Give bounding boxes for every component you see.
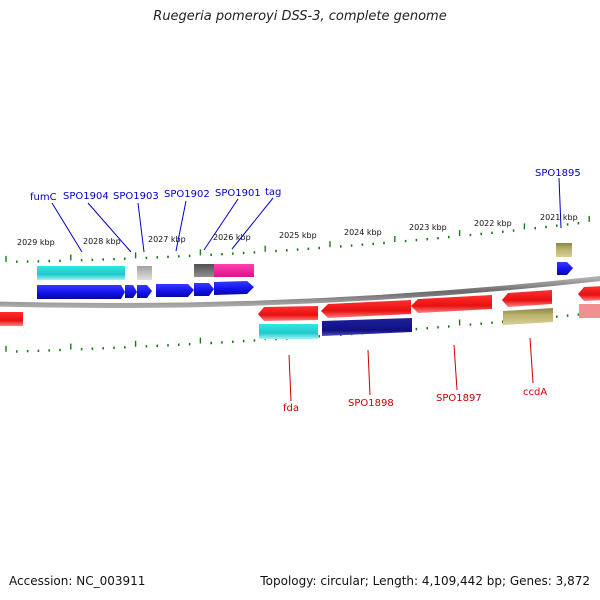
genome-backbone bbox=[0, 276, 600, 309]
svg-text:SPO1902: SPO1902 bbox=[164, 189, 210, 200]
gene-label-tag[interactable]: tag bbox=[231, 187, 281, 250]
kbp-label: 2028 kbp bbox=[83, 237, 121, 246]
gene-label-SPO1904[interactable]: SPO1904 bbox=[63, 191, 132, 253]
svg-text:SPO1898: SPO1898 bbox=[348, 398, 394, 409]
svg-text:SPO1901: SPO1901 bbox=[215, 188, 261, 199]
map-title: Ruegeria pomeroyi DSS-3, complete genome bbox=[153, 9, 447, 24]
gene-block-cyan[interactable] bbox=[259, 324, 318, 339]
gene-label-SPO1898[interactable]: SPO1898 bbox=[348, 349, 394, 409]
kbp-label: 2026 kbp bbox=[213, 233, 251, 242]
svg-text:SPO1897: SPO1897 bbox=[436, 393, 482, 404]
gene-label-fda[interactable]: fda bbox=[283, 354, 299, 414]
gene-label-SPO1901[interactable]: SPO1901 bbox=[203, 188, 261, 251]
svg-text:fumC: fumC bbox=[30, 192, 57, 203]
cds-arrow-forward[interactable] bbox=[214, 281, 254, 295]
kbp-label: 2022 kbp bbox=[474, 219, 512, 228]
cds-arrow-reverse[interactable] bbox=[578, 286, 600, 301]
gene-block-olive[interactable] bbox=[503, 308, 553, 325]
cds-arrow-forward[interactable] bbox=[137, 285, 152, 298]
svg-text:ccdA: ccdA bbox=[523, 387, 547, 398]
cds-arrow-reverse[interactable] bbox=[411, 295, 492, 313]
cds-arrow-forward[interactable] bbox=[194, 283, 214, 296]
cds-arrow-forward[interactable] bbox=[125, 285, 137, 298]
svg-text:SPO1895: SPO1895 bbox=[535, 168, 581, 179]
svg-text:SPO1903: SPO1903 bbox=[113, 191, 159, 202]
kbp-label: 2027 kbp bbox=[148, 235, 186, 244]
gene-block-navy[interactable] bbox=[322, 318, 412, 336]
kbp-label: 2021 kbp bbox=[540, 213, 578, 222]
gene-block-olive[interactable] bbox=[556, 243, 572, 257]
cds-arrow-reverse[interactable] bbox=[502, 290, 552, 307]
gene-label-SPO1895[interactable]: SPO1895 bbox=[535, 168, 581, 229]
gene-label-fumC[interactable]: fumC bbox=[30, 192, 83, 253]
top-gene-labels: fumC SPO1904 SPO1903 SPO1902 SPO1901 tag… bbox=[30, 168, 581, 253]
bottom-gene-labels: fda SPO1898 SPO1897 ccdA bbox=[283, 337, 547, 414]
cds-arrow-reverse[interactable] bbox=[258, 306, 318, 321]
svg-text:tag: tag bbox=[265, 187, 281, 198]
gene-block-cyan[interactable] bbox=[37, 266, 125, 280]
kbp-label: 2029 kbp bbox=[17, 238, 55, 247]
gene-block-pink[interactable] bbox=[579, 304, 600, 318]
gene-block-magenta[interactable] bbox=[214, 264, 254, 277]
gene-block-darkgrey[interactable] bbox=[194, 264, 214, 277]
gene-label-SPO1897[interactable]: SPO1897 bbox=[436, 344, 482, 404]
tick-track-outer bbox=[5, 215, 590, 263]
kbp-label: 2024 kbp bbox=[344, 228, 382, 237]
forward-strand-features bbox=[37, 243, 573, 299]
gene-label-SPO1902[interactable]: SPO1902 bbox=[164, 189, 210, 252]
reverse-strand-features bbox=[0, 286, 600, 339]
kbp-label: 2023 kbp bbox=[409, 223, 447, 232]
cds-arrow-reverse[interactable] bbox=[0, 312, 23, 326]
gene-label-SPO1903[interactable]: SPO1903 bbox=[113, 191, 159, 253]
kbp-scale: 2029 kbp 2028 kbp 2027 kbp 2026 kbp 2025… bbox=[17, 213, 578, 247]
kbp-label: 2025 kbp bbox=[279, 231, 317, 240]
cds-arrow-forward[interactable] bbox=[37, 285, 125, 299]
cds-arrow-forward[interactable] bbox=[156, 284, 194, 297]
topology-summary: Topology: circular; Length: 4,109,442 bp… bbox=[260, 574, 590, 588]
cds-arrow-forward[interactable] bbox=[557, 262, 573, 275]
accession-label: Accession: NC_003911 bbox=[9, 574, 146, 588]
svg-text:fda: fda bbox=[283, 403, 299, 414]
svg-text:SPO1904: SPO1904 bbox=[63, 191, 109, 202]
cds-arrow-reverse[interactable] bbox=[321, 300, 411, 318]
gene-label-ccdA[interactable]: ccdA bbox=[523, 337, 547, 398]
gene-block-lightgrey[interactable] bbox=[137, 266, 152, 280]
